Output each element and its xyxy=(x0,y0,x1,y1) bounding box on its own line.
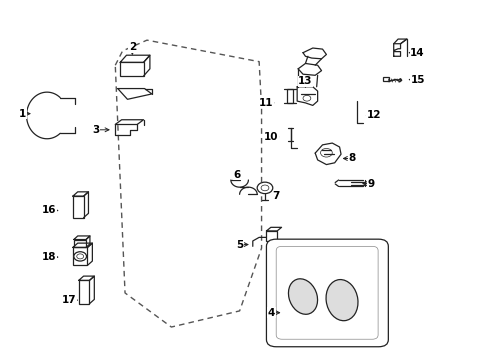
Bar xyxy=(266,231,277,241)
Bar xyxy=(120,62,143,76)
Bar xyxy=(74,239,86,247)
Text: 17: 17 xyxy=(61,295,76,305)
Text: 9: 9 xyxy=(367,179,374,189)
Bar xyxy=(79,280,89,304)
Text: 12: 12 xyxy=(366,111,380,121)
Circle shape xyxy=(261,185,268,191)
Bar xyxy=(73,196,83,218)
Text: 1: 1 xyxy=(19,109,26,119)
Text: 5: 5 xyxy=(236,239,243,249)
Text: 18: 18 xyxy=(42,252,57,262)
Text: 16: 16 xyxy=(42,206,57,216)
Text: 11: 11 xyxy=(259,98,273,108)
Bar xyxy=(286,89,293,103)
Text: 14: 14 xyxy=(409,48,424,58)
Text: 10: 10 xyxy=(264,132,278,142)
FancyBboxPatch shape xyxy=(266,239,387,347)
Text: 3: 3 xyxy=(92,125,99,135)
Circle shape xyxy=(74,252,86,261)
Text: 7: 7 xyxy=(272,191,279,201)
Bar xyxy=(383,77,388,81)
Circle shape xyxy=(77,254,83,259)
Text: 13: 13 xyxy=(298,76,312,86)
Circle shape xyxy=(257,182,272,194)
Bar xyxy=(73,247,87,265)
Text: 8: 8 xyxy=(347,153,355,163)
Text: 4: 4 xyxy=(267,308,274,318)
Text: 15: 15 xyxy=(409,75,424,85)
Text: 2: 2 xyxy=(128,42,136,52)
Ellipse shape xyxy=(288,279,317,314)
Text: 6: 6 xyxy=(233,170,240,180)
Ellipse shape xyxy=(325,280,357,321)
Bar xyxy=(315,242,329,246)
